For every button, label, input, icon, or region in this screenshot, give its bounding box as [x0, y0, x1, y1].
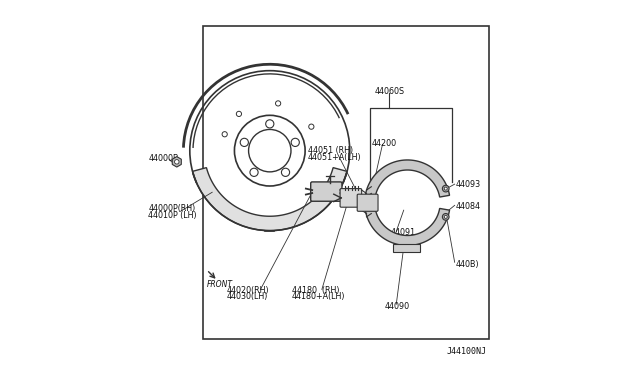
Text: 44060S: 44060S: [375, 87, 405, 96]
Polygon shape: [193, 168, 347, 231]
Text: 44200: 44200: [371, 139, 396, 148]
Text: 44090: 44090: [385, 302, 410, 311]
Text: 44091: 44091: [390, 228, 416, 237]
FancyBboxPatch shape: [340, 189, 362, 207]
Bar: [394, 244, 420, 252]
Text: 44084: 44084: [456, 202, 481, 211]
FancyBboxPatch shape: [357, 194, 378, 211]
Text: 44051 (RH): 44051 (RH): [308, 146, 353, 155]
Circle shape: [175, 160, 179, 164]
FancyBboxPatch shape: [310, 182, 342, 201]
Circle shape: [444, 215, 447, 218]
Text: 44010P (LH): 44010P (LH): [148, 211, 196, 220]
Text: 44051+A(LH): 44051+A(LH): [308, 153, 362, 162]
Text: 44030(LH): 44030(LH): [227, 292, 268, 301]
Text: 44000P(RH): 44000P(RH): [148, 204, 195, 213]
Circle shape: [444, 187, 447, 190]
Polygon shape: [172, 157, 181, 167]
Text: 44180  (RH): 44180 (RH): [292, 286, 340, 295]
Text: 440B): 440B): [456, 260, 479, 269]
Text: 44000B: 44000B: [148, 154, 179, 163]
Text: FRONT: FRONT: [207, 280, 232, 289]
Polygon shape: [365, 208, 449, 246]
Circle shape: [442, 214, 449, 220]
Text: J44100NJ: J44100NJ: [447, 347, 486, 356]
Text: 44180+A(LH): 44180+A(LH): [292, 292, 346, 301]
Bar: [203, 26, 489, 339]
Polygon shape: [365, 160, 449, 197]
Circle shape: [442, 185, 449, 192]
Text: 44093: 44093: [456, 180, 481, 189]
Text: 44020(RH): 44020(RH): [227, 286, 269, 295]
